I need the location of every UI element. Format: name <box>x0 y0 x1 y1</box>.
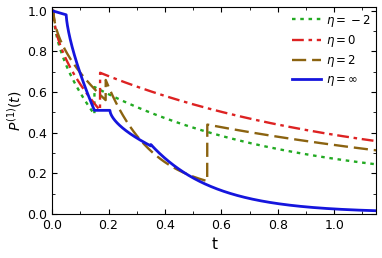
$\eta=0$ <box>174 98 179 101</box>
$\eta=0$ <box>333 133 337 136</box>
$\eta=0$ <box>106 75 111 78</box>
Line: $\eta=-2$: $\eta=-2$ <box>52 11 376 164</box>
$\eta=-2$ <box>188 125 193 128</box>
$\eta=-2$ <box>174 121 179 124</box>
Legend: $\eta=-2$, $\eta=0$, $\eta=2$, $\eta=\infty$: $\eta=-2$, $\eta=0$, $\eta=2$, $\eta=\in… <box>289 10 373 90</box>
$\eta=2$ <box>50 9 54 12</box>
$\eta=-2$ <box>50 9 54 12</box>
$\eta=\infty$ <box>333 207 337 211</box>
$\eta=-2$ <box>368 162 372 165</box>
Line: $\eta=\infty$: $\eta=\infty$ <box>52 11 376 211</box>
$\eta=\infty$ <box>50 9 54 12</box>
Y-axis label: $P^{(1)}(t)$: $P^{(1)}(t)$ <box>6 90 24 131</box>
$\eta=-2$ <box>106 93 111 96</box>
$\eta=-2$ <box>374 163 379 166</box>
$\eta=\infty$ <box>174 166 179 169</box>
$\eta=2$ <box>333 143 338 147</box>
$\eta=2$ <box>174 168 179 171</box>
$\eta=2$ <box>87 82 91 85</box>
$\eta=2$ <box>205 180 209 183</box>
$\eta=\infty$ <box>368 209 372 212</box>
$\eta=0$ <box>368 139 372 142</box>
$\eta=\infty$ <box>106 109 111 112</box>
$\eta=-2$ <box>333 157 337 160</box>
Line: $\eta=0$: $\eta=0$ <box>52 11 376 141</box>
$\eta=-2$ <box>87 105 91 108</box>
$\eta=\infty$ <box>188 175 193 178</box>
$\eta=2$ <box>374 149 379 152</box>
$\eta=0$ <box>87 95 91 98</box>
$\eta=2$ <box>106 85 111 88</box>
$\eta=0$ <box>188 102 193 105</box>
$\eta=\infty$ <box>87 96 91 99</box>
$\eta=0$ <box>374 140 379 143</box>
$\eta=2$ <box>368 148 372 151</box>
$\eta=\infty$ <box>374 209 379 212</box>
$\eta=2$ <box>188 174 193 177</box>
X-axis label: t: t <box>211 237 217 252</box>
$\eta=0$ <box>50 9 54 12</box>
Line: $\eta=2$: $\eta=2$ <box>52 11 376 181</box>
